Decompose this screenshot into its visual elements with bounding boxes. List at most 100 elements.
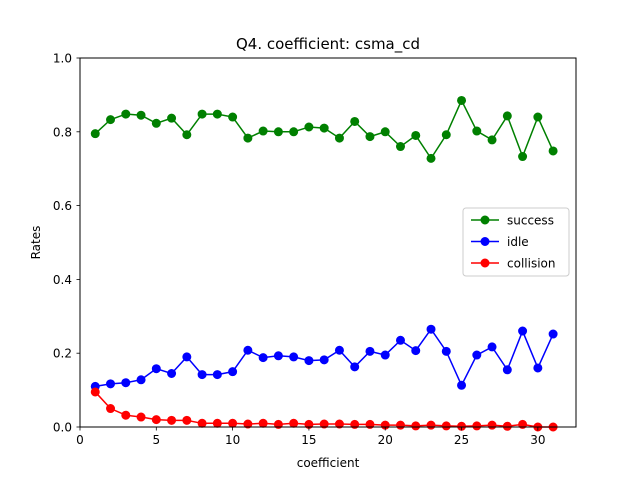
- data-point-idle-15: [304, 356, 314, 366]
- data-point-idle-29: [518, 326, 528, 336]
- data-point-success-23: [426, 153, 436, 163]
- data-point-collision-12: [258, 418, 268, 428]
- data-point-success-19: [365, 132, 375, 142]
- y-tick-label: 0.6: [53, 199, 72, 213]
- data-point-collision-29: [518, 419, 528, 429]
- data-point-idle-7: [182, 352, 192, 362]
- data-point-collision-9: [212, 418, 222, 428]
- data-point-idle-22: [411, 346, 421, 356]
- data-point-collision-18: [350, 419, 360, 429]
- data-point-collision-14: [289, 418, 299, 428]
- legend-item-idle: idle: [471, 235, 529, 249]
- data-point-collision-2: [106, 404, 116, 414]
- data-point-success-27: [487, 135, 497, 145]
- x-axis-label: coefficient: [297, 456, 360, 470]
- data-point-collision-10: [228, 418, 238, 428]
- data-point-success-29: [518, 152, 528, 162]
- data-point-collision-4: [136, 412, 146, 422]
- data-point-success-10: [228, 112, 238, 122]
- data-point-success-22: [411, 130, 421, 140]
- x-tick-label: 30: [530, 433, 545, 447]
- data-point-idle-13: [273, 351, 283, 361]
- data-point-success-30: [533, 112, 543, 122]
- data-point-idle-28: [502, 365, 512, 375]
- series-idle: [90, 324, 558, 391]
- data-point-collision-7: [182, 415, 192, 425]
- data-point-success-28: [502, 111, 512, 121]
- y-axis-label: Rates: [29, 226, 43, 260]
- data-point-success-12: [258, 126, 268, 136]
- data-point-idle-9: [212, 370, 222, 380]
- data-point-idle-16: [319, 355, 329, 365]
- x-tick-label: 0: [76, 433, 84, 447]
- data-point-collision-6: [167, 415, 177, 425]
- data-point-collision-8: [197, 418, 207, 428]
- chart-title: Q4. coefficient: csma_cd: [236, 35, 420, 54]
- data-point-idle-20: [380, 350, 390, 360]
- data-point-success-6: [167, 113, 177, 123]
- x-tick-label: 20: [378, 433, 393, 447]
- legend: success idle collision: [462, 207, 570, 277]
- data-point-collision-17: [334, 419, 344, 429]
- data-point-collision-22: [411, 421, 421, 431]
- data-point-success-2: [106, 115, 116, 125]
- y-tick-label: 0.4: [53, 273, 72, 287]
- legend-box: [462, 207, 570, 277]
- data-point-success-3: [121, 109, 131, 119]
- data-point-idle-10: [228, 367, 238, 377]
- plot-frame: [79, 57, 577, 428]
- x-tick-label: 10: [225, 433, 240, 447]
- data-point-collision-19: [365, 419, 375, 429]
- data-point-success-11: [243, 133, 253, 143]
- data-point-idle-23: [426, 324, 436, 334]
- legend-label-collision: collision: [507, 257, 555, 271]
- data-point-success-20: [380, 127, 390, 137]
- data-point-idle-17: [334, 345, 344, 355]
- data-point-idle-6: [167, 369, 177, 378]
- data-point-idle-25: [457, 380, 467, 390]
- data-point-success-4: [136, 110, 146, 120]
- data-point-idle-14: [289, 352, 299, 362]
- y-tick-label: 0.2: [53, 347, 72, 361]
- y-tick-label: 1.0: [53, 52, 72, 66]
- data-point-collision-23: [426, 420, 436, 430]
- legend-marker-idle: [480, 237, 490, 246]
- legend-label-success: success: [507, 214, 554, 228]
- data-point-idle-31: [548, 329, 558, 339]
- data-point-collision-27: [487, 420, 497, 430]
- x-tick-label: 25: [454, 433, 469, 447]
- legend-item-success: success: [471, 214, 554, 228]
- data-point-success-25: [457, 95, 467, 105]
- data-point-collision-3: [121, 410, 131, 420]
- data-point-success-5: [151, 118, 161, 128]
- data-point-idle-12: [258, 353, 268, 363]
- data-point-collision-11: [243, 419, 253, 429]
- y-tick-label: 0.0: [53, 421, 72, 435]
- legend-label-idle: idle: [507, 235, 529, 249]
- data-point-success-9: [212, 109, 222, 119]
- data-point-success-26: [472, 126, 482, 136]
- y-tick-label: 0.8: [53, 125, 72, 139]
- data-point-success-17: [334, 133, 344, 143]
- data-point-collision-26: [472, 421, 482, 431]
- data-point-idle-18: [350, 362, 360, 372]
- data-point-idle-2: [106, 379, 116, 389]
- x-tick-label: 15: [301, 433, 316, 447]
- data-point-idle-19: [365, 346, 375, 356]
- legend-marker-collision: [480, 258, 490, 268]
- data-point-idle-3: [121, 378, 131, 388]
- data-point-collision-21: [395, 420, 405, 430]
- data-point-collision-16: [319, 419, 329, 429]
- data-point-collision-1: [90, 387, 100, 397]
- data-point-idle-21: [395, 335, 405, 345]
- data-point-success-13: [273, 127, 283, 137]
- data-point-collision-5: [151, 415, 161, 425]
- data-point-idle-11: [243, 345, 253, 355]
- data-point-idle-8: [197, 370, 207, 380]
- data-point-success-31: [548, 146, 558, 156]
- data-point-idle-5: [151, 364, 161, 374]
- data-point-collision-28: [502, 421, 512, 431]
- data-point-idle-24: [441, 346, 451, 356]
- data-point-success-14: [289, 127, 299, 137]
